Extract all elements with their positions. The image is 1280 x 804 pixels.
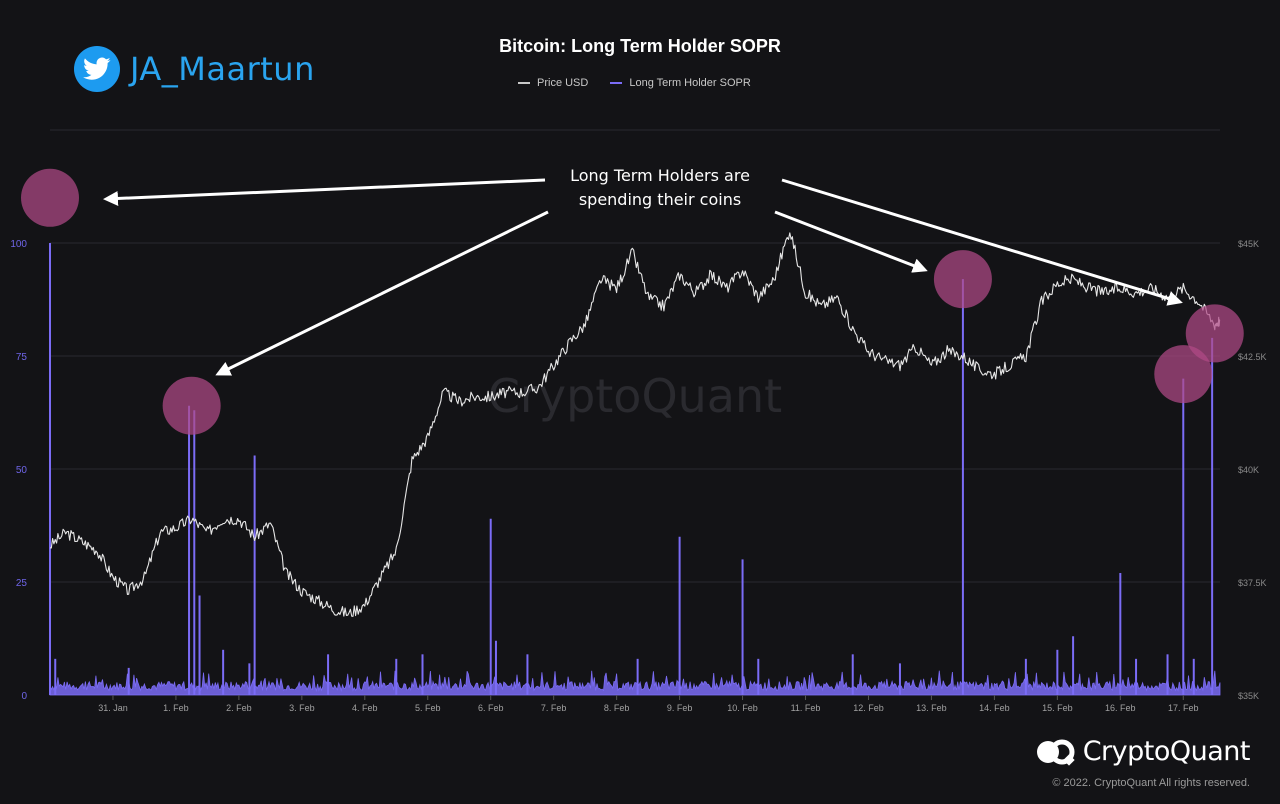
- twitter-handle: JA_Maartun: [130, 50, 315, 88]
- left-tick-3: 75: [16, 352, 28, 363]
- arrow-3: [774, 210, 928, 273]
- x-tick-17: 17. Feb: [1168, 703, 1199, 713]
- x-tick-6: 6. Feb: [478, 703, 504, 713]
- annotation-text: Long Term Holders are spending their coi…: [545, 164, 775, 212]
- x-tick-10: 10. Feb: [727, 703, 758, 713]
- right-tick-0: $35K: [1238, 691, 1259, 701]
- x-axis: 31. Jan 1. Feb 2. Feb 3. Feb 4. Feb 5. Feb 6. …: [98, 695, 1199, 713]
- left-tick-4: 100: [10, 239, 27, 250]
- x-tick-4: 4. Feb: [352, 703, 378, 713]
- arrow-2: [781, 178, 1183, 306]
- highlight-circle-4: [1185, 304, 1244, 363]
- x-tick-8: 8. Feb: [604, 703, 630, 713]
- right-tick-3: $42.5K: [1238, 352, 1267, 362]
- x-tick-5: 5. Feb: [415, 703, 441, 713]
- left-axis: 0 25 50 75 100: [10, 239, 27, 702]
- highlight-circle-3: [1154, 345, 1213, 404]
- x-tick-14: 14. Feb: [979, 703, 1010, 713]
- price-line: [49, 232, 1221, 617]
- annotation-arrows: [103, 178, 1183, 376]
- highlight-circle-0: [21, 168, 79, 227]
- twitter-badge: JA_Maartun: [74, 46, 315, 92]
- annotation-line-1: Long Term Holders are: [570, 166, 750, 185]
- x-tick-15: 15. Feb: [1042, 703, 1073, 713]
- x-tick-16: 16. Feb: [1105, 703, 1136, 713]
- right-tick-1: $37.5K: [1238, 578, 1267, 588]
- arrow-0: [103, 178, 546, 206]
- legend-swatch-sopr: [610, 82, 623, 84]
- left-tick-2: 50: [16, 465, 28, 476]
- legend-swatch-price: [518, 82, 530, 84]
- left-tick-0: 0: [21, 691, 27, 702]
- sopr-baseline-area: [49, 670, 1221, 696]
- x-tick-1: 1. Feb: [163, 703, 189, 713]
- cryptoquant-logo-icon: [1036, 739, 1075, 766]
- arrow-1: [215, 210, 549, 376]
- right-tick-4: $45K: [1238, 239, 1259, 249]
- highlight-circles: [21, 168, 1244, 435]
- x-tick-12: 12. Feb: [853, 703, 884, 713]
- price-series: [49, 232, 1221, 617]
- copyright: © 2022. CryptoQuant All rights reserved.: [1052, 777, 1250, 789]
- sopr-series: [49, 243, 1221, 696]
- x-tick-7: 7. Feb: [541, 703, 567, 713]
- right-axis: $35K $37.5K $40K $42.5K $45K: [1238, 239, 1267, 701]
- legend-label-price: Price USD: [537, 77, 589, 89]
- brand-logo: CryptoQuant: [1035, 736, 1251, 767]
- highlight-circle-2: [933, 250, 992, 309]
- x-tick-13: 13. Feb: [916, 703, 947, 713]
- annotation-line-2: spending their coins: [578, 190, 742, 209]
- twitter-icon: [74, 46, 120, 92]
- legend-item-sopr: Long Term Holder SOPR: [610, 77, 751, 89]
- watermark: CryptoQuant: [488, 369, 782, 423]
- legend: Price USD Long Term Holder SOPR: [518, 77, 751, 89]
- x-tick-0: 31. Jan: [98, 703, 128, 713]
- x-tick-2: 2. Feb: [226, 703, 252, 713]
- left-tick-1: 25: [16, 578, 28, 589]
- highlight-circle-1: [162, 376, 221, 435]
- chart-title: Bitcoin: Long Term Holder SOPR: [499, 36, 781, 56]
- x-tick-3: 3. Feb: [289, 703, 315, 713]
- legend-label-sopr: Long Term Holder SOPR: [629, 77, 751, 89]
- right-tick-2: $40K: [1238, 465, 1259, 475]
- x-tick-11: 11. Feb: [791, 703, 821, 713]
- x-tick-9: 9. Feb: [667, 703, 693, 713]
- brand-name: CryptoQuant: [1082, 736, 1251, 767]
- legend-item-price: Price USD: [518, 77, 588, 89]
